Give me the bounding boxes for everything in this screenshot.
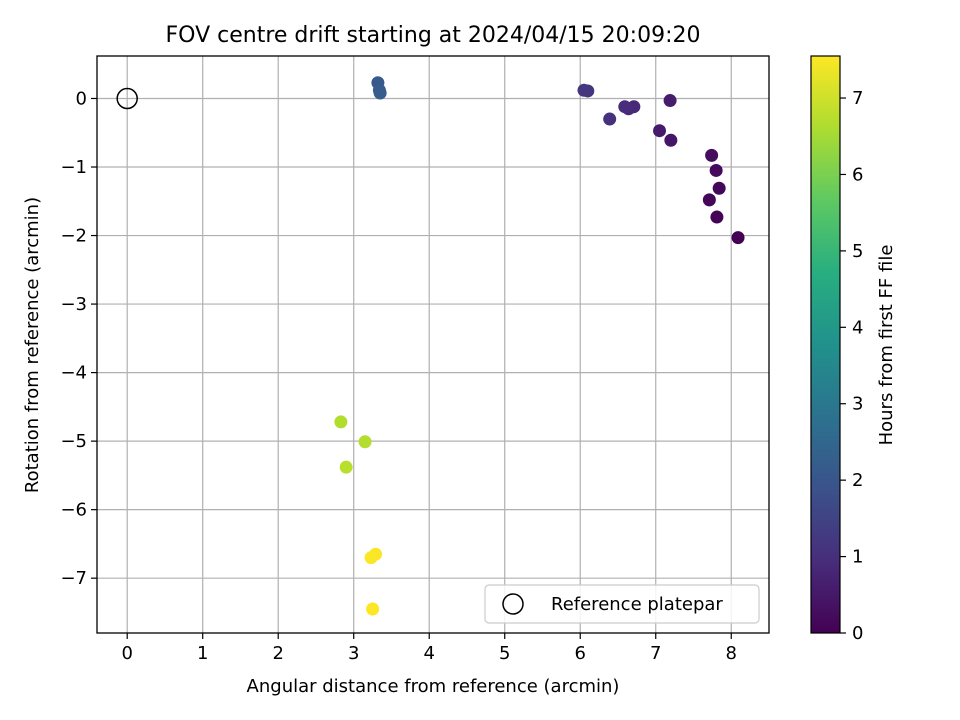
- x-axis-ticks: 0 1 2 3 4 5 6 7 8: [121, 633, 737, 664]
- scatter-point: [653, 124, 667, 138]
- y-tick-label: −2: [60, 226, 87, 247]
- scatter-point: [731, 231, 745, 245]
- y-tick-label: 0: [76, 88, 87, 109]
- colorbar-ticks: 0 1 2 3 4 5 6 7: [840, 88, 863, 644]
- colorbar-tick-label: 7: [852, 88, 863, 109]
- colorbar-tick-label: 2: [852, 470, 863, 491]
- scatter-point: [339, 460, 353, 474]
- scatter-point: [364, 551, 378, 565]
- scatter-point: [709, 163, 723, 177]
- colorbar-gradient: [810, 55, 841, 634]
- legend-entry-reference-platepar: Reference platepar: [551, 594, 723, 615]
- colorbar-tick-label: 5: [852, 241, 863, 262]
- x-tick-label: 8: [726, 643, 737, 664]
- y-tick-label: −6: [60, 500, 87, 521]
- y-tick-label: −5: [60, 431, 87, 452]
- colorbar-tick-label: 6: [852, 164, 863, 185]
- colorbar-tick-label: 4: [852, 317, 863, 338]
- colorbar-tick-label: 1: [852, 547, 863, 568]
- colorbar-tick-label: 0: [852, 623, 863, 644]
- scatter-point: [366, 602, 380, 616]
- x-tick-label: 5: [499, 643, 510, 664]
- colorbar-tick-label: 3: [852, 394, 863, 415]
- scatter-point: [702, 193, 716, 207]
- legend: Reference platepar: [484, 584, 760, 624]
- grid-lines: [97, 56, 769, 633]
- x-tick-label: 4: [423, 643, 434, 664]
- scatter-point: [358, 435, 372, 449]
- x-tick-label: 1: [197, 643, 208, 664]
- scatter-point: [603, 112, 617, 126]
- reference-marker-layer: [116, 87, 138, 110]
- scatter-point: [663, 94, 677, 108]
- y-axis-label: Rotation from reference (arcmin): [22, 197, 43, 493]
- y-tick-label: −7: [60, 568, 87, 589]
- scatter-point: [664, 133, 678, 147]
- y-tick-label: −1: [60, 157, 87, 178]
- x-axis-label: Angular distance from reference (arcmin): [247, 676, 620, 697]
- scatter-point: [373, 86, 387, 100]
- scatter-point: [577, 83, 591, 97]
- x-tick-label: 0: [121, 643, 132, 664]
- legend-reference-marker-icon: [502, 593, 524, 615]
- colorbar: 0 1 2 3 4 5 6 7 Hours from first FF file: [810, 55, 897, 644]
- x-tick-label: 7: [650, 643, 661, 664]
- colorbar-label: Hours from first FF file: [876, 245, 897, 446]
- scatter-point: [712, 181, 726, 195]
- scatter-point: [705, 148, 719, 162]
- y-tick-label: −3: [60, 294, 87, 315]
- plot-area-frame: [96, 55, 770, 634]
- scatter-points: [334, 76, 745, 616]
- legend-box: [484, 584, 760, 624]
- x-tick-label: 2: [272, 643, 283, 664]
- scatter-point: [710, 210, 724, 224]
- x-tick-label: 6: [575, 643, 586, 664]
- scatter-point: [334, 415, 348, 429]
- y-axis-ticks: 0 −1 −2 −3 −4 −5 −6 −7: [60, 88, 97, 589]
- scatter-point: [618, 100, 632, 114]
- x-tick-label: 3: [348, 643, 359, 664]
- reference-platepar-marker: [116, 87, 138, 110]
- chart-title: FOV centre drift starting at 2024/04/15 …: [166, 23, 701, 48]
- y-tick-label: −4: [60, 363, 87, 384]
